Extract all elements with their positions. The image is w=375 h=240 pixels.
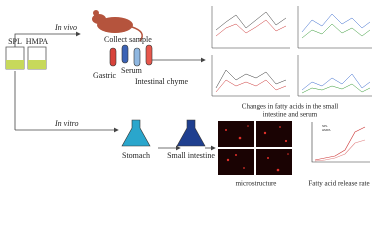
graphical-abstract: SPL HMPA In vivo In vitro Collect sample…	[5, 6, 372, 188]
mini-charts	[211, 6, 372, 97]
rat-icon	[92, 10, 143, 42]
micrographs	[218, 121, 292, 175]
sample-gastric: Gastric	[93, 71, 117, 80]
in-vivo-label: In vivo	[54, 23, 77, 32]
containers	[5, 46, 47, 70]
sample-serum: Serum	[121, 66, 143, 75]
hmpa-label: HMPA	[26, 37, 49, 46]
collect-sample: Collect sample	[104, 35, 152, 44]
in-vitro-label: In vitro	[54, 119, 78, 128]
in-vivo-result-1: Changes in fatty acids in the small	[242, 103, 338, 111]
flow-lines	[14, 31, 216, 151]
small-intestine-label: Small intestine	[167, 151, 215, 160]
sample-chyme: Intestinal chyme	[135, 77, 189, 86]
microstructure-label: microstructure	[236, 180, 277, 188]
sample-tubes	[109, 44, 153, 67]
flasks	[121, 119, 206, 147]
stomach-label: Stomach	[122, 151, 150, 160]
legend-spl: SPL	[322, 124, 328, 128]
legend-hmpa: HMPA	[322, 128, 330, 132]
release-chart	[311, 122, 370, 163]
release-rate-label: Fatty acid release rate	[308, 180, 369, 188]
in-vivo-result-2: intestine and serum	[263, 111, 318, 119]
